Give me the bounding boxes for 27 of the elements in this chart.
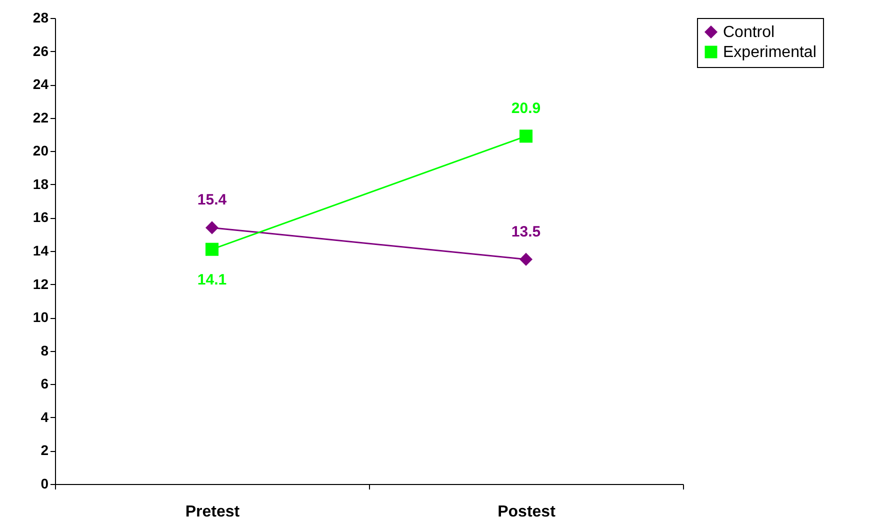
point — [519, 130, 533, 143]
y-tick-label: 22 — [32, 109, 49, 126]
y-tick-label: 18 — [32, 176, 49, 192]
y-tick-label: 6 — [40, 376, 49, 392]
data-label: 14.1 — [197, 271, 227, 288]
y-tick-label: 4 — [40, 408, 49, 425]
y-tick-label: 24 — [32, 76, 49, 92]
y-tick-label: 10 — [32, 309, 49, 326]
y-tick-label: 16 — [32, 209, 49, 226]
data-label: 20.9 — [511, 100, 541, 118]
point — [519, 252, 533, 266]
point — [205, 242, 219, 256]
x-tick-label: Postest — [498, 504, 556, 520]
point — [205, 221, 219, 234]
legend-label: Control — [723, 24, 775, 41]
y-tick-label: 20 — [32, 142, 49, 159]
y-tick-label: 14 — [32, 242, 49, 258]
y-tick-label: 26 — [32, 42, 49, 59]
y-tick-label: 12 — [32, 276, 49, 292]
legend-label: Experimental — [723, 44, 816, 61]
data-label: 13.5 — [511, 223, 541, 240]
y-tick-label: 28 — [32, 10, 49, 26]
y-tick-label: 8 — [40, 342, 49, 358]
y-tick-label: 0 — [40, 476, 49, 492]
y-tick-label: 2 — [40, 442, 49, 458]
x-tick-label: Pretest — [185, 504, 240, 520]
data-label: 15.4 — [197, 192, 228, 209]
